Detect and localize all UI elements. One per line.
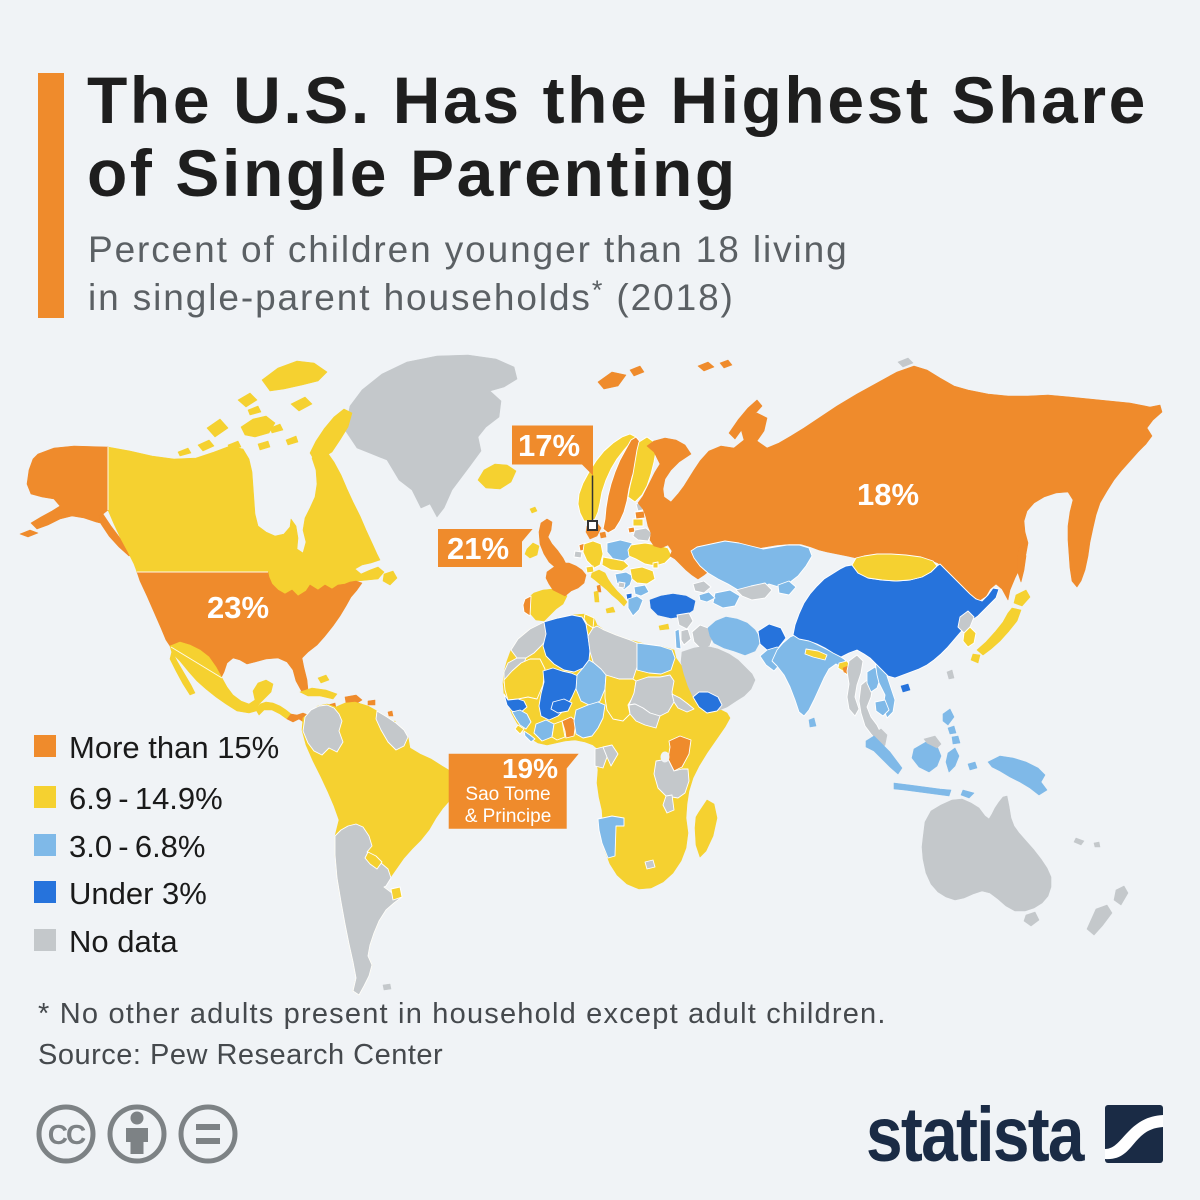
svg-text:CC: CC (48, 1119, 86, 1150)
svg-text:17%: 17% (518, 428, 580, 463)
svg-text:Sao Tome: Sao Tome (465, 784, 550, 805)
svg-text:21%: 21% (447, 531, 509, 566)
svg-text:19%: 19% (502, 753, 558, 784)
svg-text:& Principe: & Principe (465, 806, 552, 827)
svg-text:23%: 23% (207, 590, 269, 625)
svg-text:18%: 18% (857, 477, 919, 512)
